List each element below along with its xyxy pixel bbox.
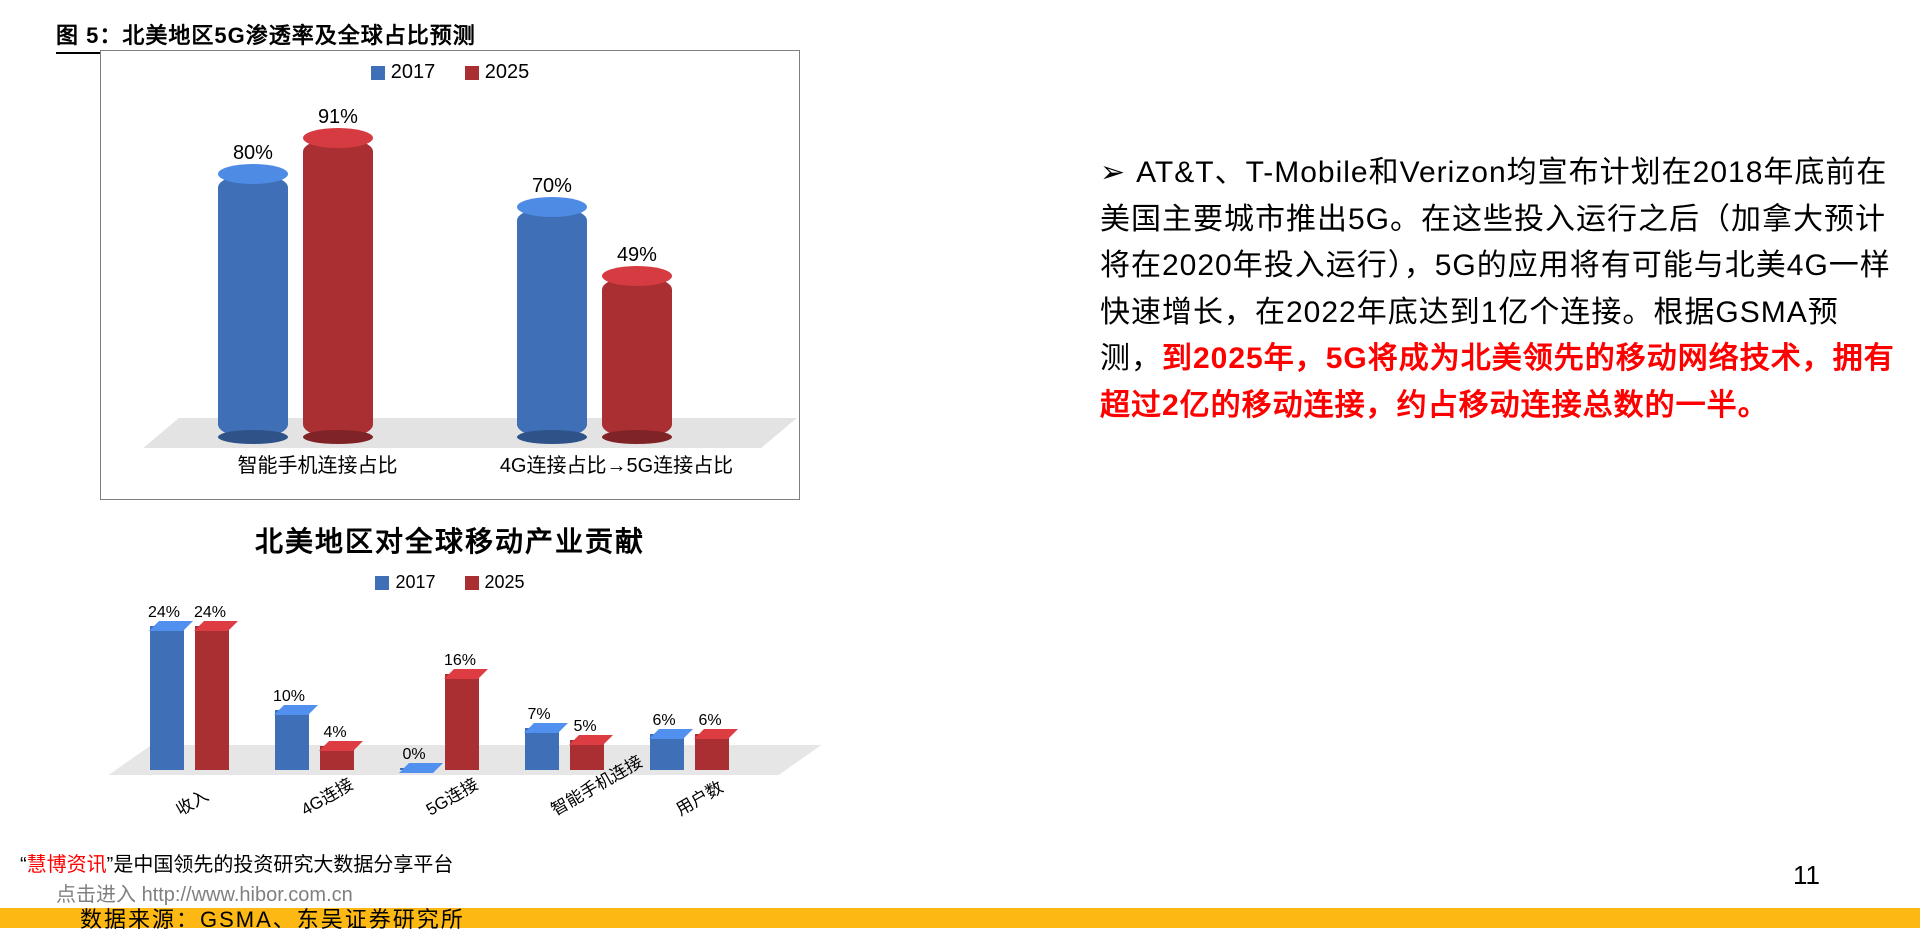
- chart2-label-4-2025: 6%: [690, 712, 730, 730]
- legend-label-2017: 2017: [391, 61, 436, 83]
- chart2-label-1-2025: 4%: [315, 724, 355, 742]
- chart2-bar-2-2017: [400, 768, 434, 770]
- chart2-legend-swatch-2025: [465, 576, 479, 590]
- chart2-label-1-2017: 10%: [269, 688, 309, 706]
- page-number: 11: [1793, 860, 1820, 891]
- footer-brand: 慧博资讯: [27, 854, 107, 876]
- chart1-category-1: 4G连接占比→5G连接占比: [482, 449, 751, 478]
- chart1-label-0-2025: 91%: [303, 106, 373, 129]
- chart2-plot: 24%24%收入10%4%4G连接0%16%5G连接7%5%智能手机连接6%6%…: [120, 590, 780, 800]
- chart1-category-0: 智能手机连接占比: [183, 449, 452, 478]
- chart1-bar-1-2025: 49%: [602, 276, 672, 438]
- chart2-bar-0-2017: [150, 626, 184, 770]
- chart2-bar-1-2025: [320, 746, 354, 770]
- legend-swatch-2017: [371, 66, 385, 80]
- chart1-bar-0-2025: 91%: [303, 138, 373, 438]
- chart1-container: 2017 2025 80% 91% 智能手机连接占比 70% 49% 4G连接占…: [100, 50, 800, 500]
- chart2-legend-label-2025: 2025: [485, 572, 525, 592]
- footer-brand-line: “慧博资讯”是中国领先的投资研究大数据分享平台: [20, 848, 453, 877]
- chart2-label-0-2017: 24%: [144, 604, 184, 622]
- chart2-label-2-2025: 16%: [440, 652, 480, 670]
- chart2-bar-4-2025: [695, 734, 729, 770]
- chart2-group-4: 6%6%用户数: [640, 610, 760, 770]
- chart2-legend: 2017 2025: [100, 562, 800, 593]
- bullet-icon: ➢: [1100, 150, 1126, 197]
- chart1-group-0: 80% 91% 智能手机连接占比: [183, 111, 452, 438]
- chart2-label-0-2025: 24%: [190, 604, 230, 622]
- chart1-bar-1-2017: 70%: [517, 207, 587, 438]
- chart2-bar-3-2025: [570, 740, 604, 770]
- chart2-bar-1-2017: [275, 710, 309, 770]
- chart2-label-3-2017: 7%: [519, 706, 559, 724]
- chart2-bar-2-2025: [445, 674, 479, 770]
- chart1-plot: 80% 91% 智能手机连接占比 70% 49% 4G连接占比→5G连接占比: [171, 111, 769, 439]
- chart1-group-1: 70% 49% 4G连接占比→5G连接占比: [482, 111, 751, 438]
- chart1-label-1-2025: 49%: [602, 244, 672, 267]
- chart2-label-3-2025: 5%: [565, 718, 605, 736]
- quote-open: “: [20, 854, 27, 876]
- footer-brand-suffix: 是中国领先的投资研究大数据分享平台: [113, 854, 453, 876]
- chart1-bar-0-2017: 80%: [218, 174, 288, 438]
- chart2-bar-0-2025: [195, 626, 229, 770]
- chart2-group-2: 0%16%5G连接: [390, 610, 510, 770]
- chart2-legend-swatch-2017: [375, 576, 389, 590]
- chart2-title: 北美地区对全球移动产业贡献: [100, 520, 800, 560]
- chart1-label-0-2017: 80%: [218, 142, 288, 165]
- chart1-legend: 2017 2025: [101, 51, 799, 84]
- legend-label-2025: 2025: [485, 61, 530, 83]
- chart2-category-2: 5G连接: [420, 770, 482, 820]
- bullet-text-red: 到2025年，5G将成为北美领先的移动网络技术，拥有超过2亿的移动连接，约占移动…: [1100, 342, 1895, 422]
- chart2-group-3: 7%5%智能手机连接: [515, 610, 635, 770]
- chart2-label-2-2017: 0%: [394, 746, 434, 764]
- chart2-bar-3-2017: [525, 728, 559, 770]
- legend-swatch-2025: [465, 66, 479, 80]
- chart2-category-1: 4G连接: [295, 770, 357, 820]
- chart2-group-1: 10%4%4G连接: [265, 610, 385, 770]
- chart2-legend-label-2017: 2017: [395, 572, 435, 592]
- figure-title: 图 5：北美地区5G渗透率及全球占比预测: [56, 18, 476, 54]
- chart2-category-0: 收入: [170, 782, 212, 821]
- chart2-label-4-2017: 6%: [644, 712, 684, 730]
- data-source: 数据来源：GSMA、东吴证券研究所: [80, 902, 465, 934]
- chart2-group-0: 24%24%收入: [140, 610, 260, 770]
- chart1-label-1-2017: 70%: [517, 175, 587, 198]
- chart2-category-4: 用户数: [670, 773, 727, 820]
- chart2-bar-4-2017: [650, 734, 684, 770]
- bullet-paragraph: ➢ AT&T、T-Mobile和Verizon均宣布计划在2018年底前在美国主…: [1100, 150, 1900, 429]
